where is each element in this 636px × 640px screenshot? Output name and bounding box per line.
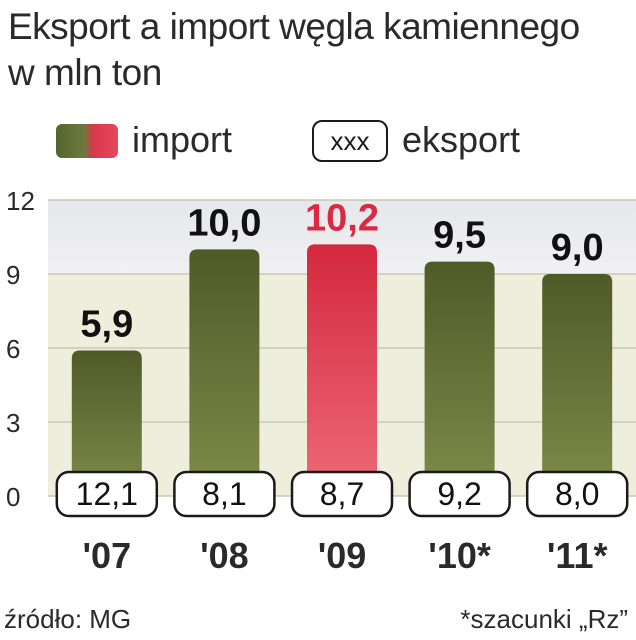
export-value-labels: 12,1 8,1 8,7 9,2 8,0 bbox=[55, 470, 629, 518]
import-value-label: 10,0 bbox=[187, 202, 261, 244]
export-value-box bbox=[525, 470, 629, 518]
y-tick-label: 6 bbox=[6, 334, 20, 364]
y-tick-label: 0 bbox=[6, 482, 20, 512]
export-value-label: 9,2 bbox=[437, 476, 481, 512]
import-bar bbox=[189, 249, 260, 496]
export-value-box bbox=[55, 470, 159, 518]
legend-import-label: import bbox=[132, 119, 233, 160]
y-axis-ticks: 0 3 6 9 12 bbox=[6, 186, 35, 512]
export-value-label: 8,0 bbox=[555, 476, 599, 512]
source-note: źródło: MG bbox=[4, 604, 132, 634]
import-value-label: 9,0 bbox=[551, 227, 604, 269]
y-tick-label: 9 bbox=[6, 260, 20, 290]
import-bar bbox=[424, 261, 495, 496]
import-value-label: 9,5 bbox=[433, 215, 486, 257]
legend: import xxx eksport bbox=[0, 116, 636, 166]
export-value-box bbox=[408, 470, 511, 518]
y-tick-label: 3 bbox=[6, 408, 20, 438]
legend-export-label: eksport bbox=[402, 119, 521, 160]
export-value-label: 8,1 bbox=[202, 476, 246, 512]
x-tick-label: '11* bbox=[547, 535, 608, 576]
x-tick-label: '09 bbox=[318, 535, 367, 576]
import-bar bbox=[71, 350, 142, 496]
x-axis-labels: '07 '08 '09 '10* '11* bbox=[82, 535, 607, 576]
legend-import-swatch bbox=[56, 124, 118, 158]
legend-export-box: xxx bbox=[312, 120, 388, 162]
x-tick-label: '07 bbox=[82, 535, 131, 576]
import-value-labels: 5,9 10,0 10,2 9,5 9,0 bbox=[80, 197, 603, 345]
y-tick-label: 12 bbox=[6, 186, 35, 216]
import-bar bbox=[307, 244, 377, 496]
x-tick-label: '10* bbox=[428, 535, 491, 576]
bar-chart: 0 3 6 9 12 5,9 10,0 10,2 9,5 9,0 12,1 8,1 8,7 9,2 8,… bbox=[6, 186, 636, 576]
x-tick-label: '08 bbox=[200, 535, 249, 576]
chart-title: Eksport a import węgla kamiennego w mln … bbox=[8, 4, 580, 96]
title-line-2: w mln ton bbox=[8, 52, 162, 93]
import-value-label: 10,2 bbox=[305, 197, 379, 239]
title-line-1: Eksport a import węgla kamiennego bbox=[8, 6, 580, 47]
export-value-label: 8,7 bbox=[320, 476, 364, 512]
import-bar bbox=[542, 274, 613, 496]
estimate-note: *szacunki „Rz” bbox=[460, 604, 628, 634]
export-value-box bbox=[290, 470, 394, 518]
import-value-label: 5,9 bbox=[80, 303, 133, 345]
export-value-box bbox=[173, 470, 276, 518]
export-value-label: 12,1 bbox=[76, 476, 138, 512]
import-bars bbox=[71, 244, 613, 496]
